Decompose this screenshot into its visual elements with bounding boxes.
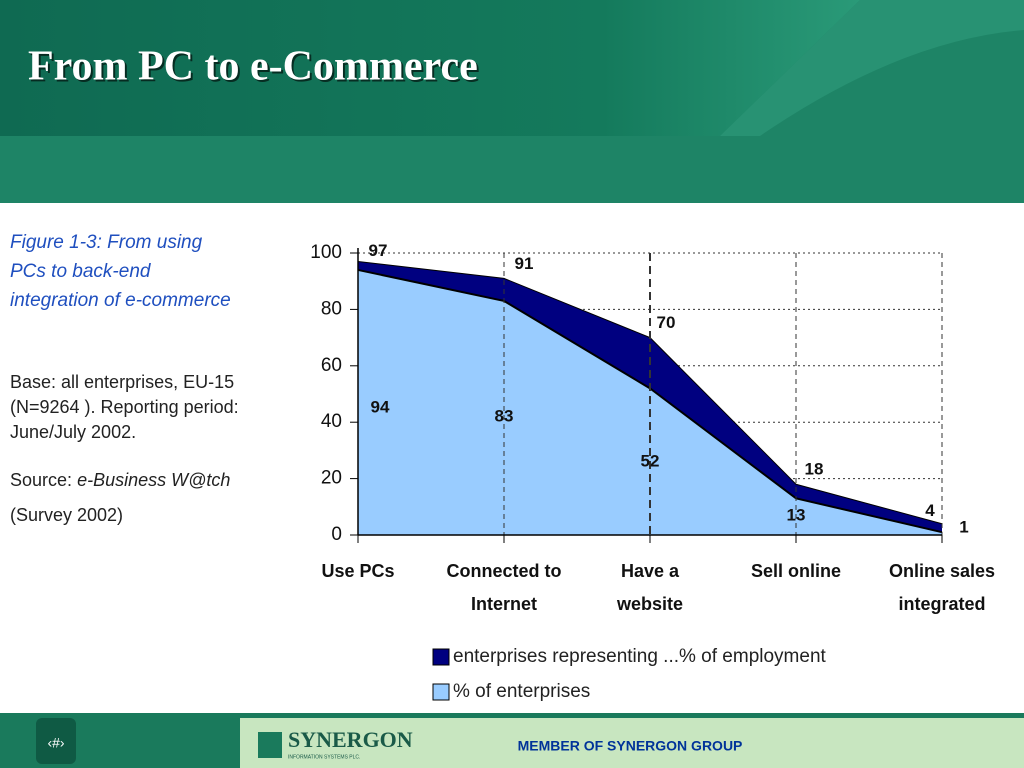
y-tick-label: 100 [310, 242, 342, 263]
value-label: 4 [925, 501, 935, 520]
value-label: 97 [369, 241, 388, 260]
legend-swatch [432, 648, 450, 666]
value-label: 18 [805, 460, 824, 479]
legend-label: enterprises representing ...% of employm… [453, 646, 827, 667]
source-label: Source: [10, 470, 73, 490]
source-name: e-Business W@tch [77, 470, 231, 490]
logo-mark [258, 732, 282, 758]
y-tick-label: 0 [331, 524, 342, 545]
legend-swatch [432, 683, 450, 701]
y-tick-label: 80 [321, 298, 342, 319]
x-tick-label: Online sales integrated [888, 561, 996, 614]
x-tick-label: Sell online [750, 561, 842, 581]
survey-note: (Survey 2002) [10, 505, 124, 525]
plot: 0 20 40 60 80 100 97 91 70 18 4 94 83 52 13 1 [310, 241, 968, 545]
value-label: 13 [787, 505, 806, 524]
page-number: ‹#› [47, 735, 64, 751]
footer-band [240, 718, 1024, 768]
legend-label: % of enterprises [453, 681, 590, 702]
page-box [36, 718, 76, 764]
value-label: 52 [641, 451, 660, 470]
x-tick-label: Have a website [616, 561, 684, 614]
header-band [0, 0, 860, 136]
x-tick-label: Use PCs [321, 561, 395, 581]
title-shadow: From PC to e-Commerce [30, 46, 480, 92]
logo-sub: INFORMATION SYSTEMS PLC. [288, 754, 360, 760]
y-tick-label: 20 [321, 468, 342, 489]
footer-member: MEMBER OF SYNERGON GROUP [518, 738, 743, 754]
slide-title: From PC to e-Commerce [28, 44, 478, 90]
header-swoosh [720, 0, 1024, 136]
base-note: Base: all enterprises, EU-15 (N=9264 ). … [10, 372, 239, 442]
y-tick-label: 40 [321, 411, 342, 432]
figure-caption: Figure 1-3: From using PCs to back-end i… [10, 232, 231, 311]
value-label: 94 [371, 397, 390, 416]
value-label: 70 [657, 313, 676, 332]
logo-text: SYNERGON [288, 727, 413, 752]
value-label: 83 [495, 406, 514, 425]
y-tick-label: 60 [321, 355, 342, 376]
x-tick-label: Connected to Internet [446, 561, 562, 614]
value-label: 1 [959, 517, 968, 536]
value-label: 91 [515, 254, 534, 273]
source-line: Source: e-Business W@tch [10, 468, 242, 493]
